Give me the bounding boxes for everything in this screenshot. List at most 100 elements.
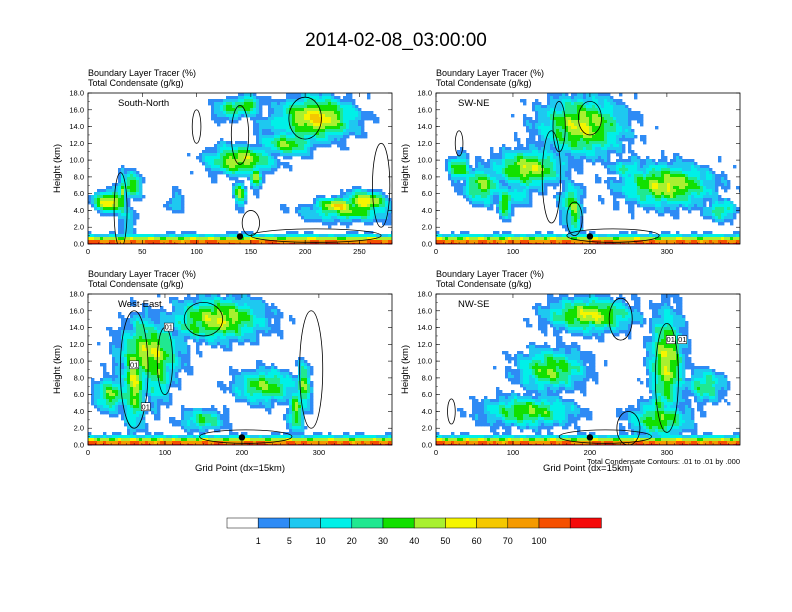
x-tick-label: 100 [159, 448, 172, 457]
y-tick-label: 18.0 [417, 290, 432, 299]
heatmap-field [436, 93, 740, 244]
y-axis-label: Height (km) [400, 345, 411, 394]
y-tick-label: 6.0 [74, 189, 84, 198]
contour-0 [119, 310, 149, 429]
contour-0 [608, 297, 633, 341]
location-marker [586, 233, 594, 240]
x-tick-label: 250 [353, 247, 366, 256]
y-tick-label: 16.0 [69, 105, 84, 114]
colorbar-swatch-0 [226, 517, 259, 529]
contour-5 [454, 130, 464, 157]
y-tick-label: 18.0 [417, 89, 432, 98]
x-tick-label: 100 [507, 247, 520, 256]
x-tick-label: 200 [584, 247, 597, 256]
y-tick-label: 10.0 [69, 156, 84, 165]
y-tick-label: 2.0 [74, 424, 84, 433]
panel-title-line2: Total Condensate (g/kg) [436, 279, 532, 289]
x-tick-label: 300 [661, 247, 674, 256]
x-tick-label: 300 [313, 448, 326, 457]
heatmap-field [88, 294, 392, 445]
x-tick-label: 100 [507, 448, 520, 457]
y-axis-label: Height (km) [52, 345, 63, 394]
y-tick-label: 0.0 [422, 441, 432, 450]
panel-sw-ne: 0.0 2.0 4.0 6.0 8.0 10.0 12.0 14.0 16.0 18.0 0 100 2… [400, 68, 741, 256]
x-tick-label: 300 [661, 448, 674, 457]
y-tick-label: 12.0 [417, 139, 432, 148]
colorbar-swatch-11 [569, 517, 602, 529]
x-tick-label: 0 [86, 448, 90, 457]
contour-label-box-1 [140, 402, 151, 411]
y-tick-label: 2.0 [74, 223, 84, 232]
colorbar-label-60: 60 [472, 536, 482, 546]
contour-label-1: 01 [142, 402, 150, 411]
x-tick-label: 0 [86, 247, 90, 256]
condensate-contours [447, 297, 679, 445]
y-tick-label: 12.0 [417, 340, 432, 349]
contour-label-box-1 [677, 335, 688, 344]
y-tick-label: 2.0 [422, 223, 432, 232]
panel-title-line1: Boundary Layer Tracer (%) [88, 269, 196, 279]
x-tick-label: 200 [236, 448, 249, 457]
contour-0 [191, 109, 202, 144]
y-tick-label: 4.0 [74, 407, 84, 416]
y-tick-label: 14.0 [417, 122, 432, 131]
x-axis-label: Grid Point (dx=15km) [195, 463, 285, 474]
contour-3 [183, 301, 224, 337]
y-tick-label: 14.0 [69, 122, 84, 131]
contour-2 [299, 310, 324, 429]
y-tick-label: 8.0 [422, 373, 432, 382]
panel-title-line1: Boundary Layer Tracer (%) [436, 269, 544, 279]
contour-label-box-2 [164, 322, 174, 332]
y-tick-label: 6.0 [422, 390, 432, 399]
colorbar-label-50: 50 [440, 536, 450, 546]
colorbar: 1 5 10 20 30 40 50 60 70 100 [226, 517, 602, 546]
x-tick-label: 200 [299, 247, 312, 256]
y-tick-label: 16.0 [417, 105, 432, 114]
y-tick-label: 4.0 [422, 206, 432, 215]
page-title: 2014-02-08_03:00:00 [305, 30, 487, 51]
panel-label: SW-NE [458, 98, 490, 109]
y-tick-label: 16.0 [417, 306, 432, 315]
contour-label-0: 01 [130, 360, 138, 369]
contour-label-box-0 [665, 335, 676, 344]
y-tick-label: 0.0 [422, 240, 432, 249]
y-axis-label: Height (km) [52, 144, 63, 193]
x-tick-label: 0 [434, 448, 438, 457]
y-tick-label: 8.0 [74, 172, 84, 181]
colorbar-label-70: 70 [503, 536, 513, 546]
heatmap-field [436, 294, 740, 445]
colorbar-swatch-1 [257, 517, 290, 529]
heatmap-field [88, 93, 392, 244]
contour-1 [541, 130, 562, 224]
colorbar-label-100: 100 [531, 536, 546, 546]
panel-title-line1: Boundary Layer Tracer (%) [436, 68, 544, 78]
y-tick-label: 12.0 [69, 139, 84, 148]
colorbar-label-20: 20 [347, 536, 357, 546]
contour-1 [230, 105, 250, 165]
panel-label: NW-SE [458, 299, 490, 310]
panel-title-line2: Total Condensate (g/kg) [88, 279, 184, 289]
contour-label-0: 01 [667, 335, 675, 344]
x-tick-label: 100 [190, 247, 203, 256]
y-tick-label: 8.0 [74, 373, 84, 382]
colorbar-label-10: 10 [316, 536, 326, 546]
colorbar-swatch-4 [351, 517, 384, 529]
contour-4 [199, 429, 293, 444]
x-tick-label: 150 [245, 247, 258, 256]
colorbar-swatch-3 [320, 517, 353, 529]
panel-label: West-East [118, 299, 162, 310]
colorbar-swatch-8 [476, 517, 509, 529]
panel-title-line2: Total Condensate (g/kg) [88, 78, 184, 88]
y-tick-label: 18.0 [69, 290, 84, 299]
x-tick-label: 200 [584, 448, 597, 457]
y-tick-label: 6.0 [74, 390, 84, 399]
y-tick-label: 0.0 [74, 441, 84, 450]
location-marker [236, 233, 244, 240]
x-tick-label: 50 [138, 247, 146, 256]
contour-label-2: 01 [165, 323, 173, 332]
contour-2 [288, 96, 322, 140]
panel-west-east: 01 01 01 0.0 2.0 4.0 6.0 8.0 10.0 12.0 14.0 16.0 18.… [52, 269, 393, 474]
x-axis-label: Grid Point (dx=15km) [543, 463, 633, 474]
y-tick-label: 0.0 [74, 240, 84, 249]
y-tick-label: 16.0 [69, 306, 84, 315]
